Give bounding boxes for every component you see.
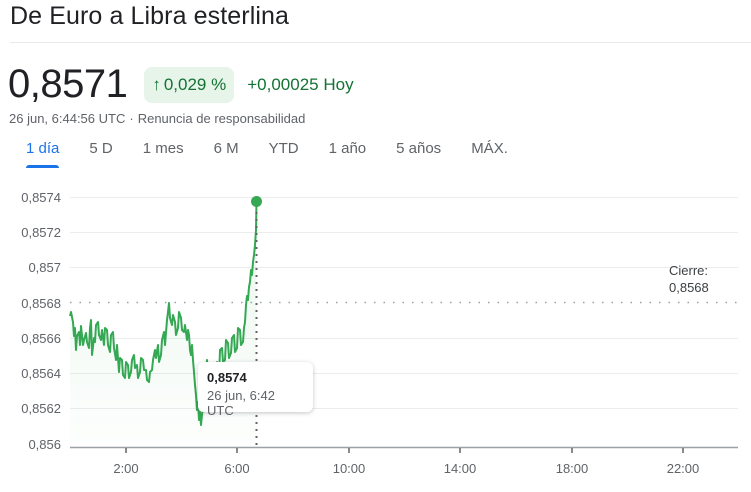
separator: · <box>129 111 134 126</box>
tab-ytd[interactable]: YTD <box>268 140 299 157</box>
change-percent-badge: ↑ 0,029 % <box>144 66 235 103</box>
y-tick-label: 0,8564 <box>21 366 61 381</box>
change-percent: 0,029 % <box>163 74 227 94</box>
change-absolute: +0,00025 Hoy <box>247 74 354 94</box>
y-tick-label: 0,856 <box>28 437 61 452</box>
tab-5-days[interactable]: 5 D <box>89 140 113 157</box>
header-divider <box>10 42 751 43</box>
y-tick-label: 0,8568 <box>21 296 61 311</box>
y-tick-label: 0,857 <box>28 260 61 275</box>
current-price: 0,8571 <box>8 62 128 106</box>
x-tick-label: 22:00 <box>666 461 700 476</box>
time-range-tabs: 1 día 5 D 1 mes 6 M YTD 1 año 5 años MÁX… <box>26 140 538 168</box>
y-tick-label: 0,8572 <box>21 225 61 240</box>
previous-close-value: 0,8568 <box>669 280 709 295</box>
disclaimer-link[interactable]: Renuncia de responsabilidad <box>137 111 306 126</box>
timestamp: 26 jun, 6:44:56 UTC <box>9 111 126 126</box>
quote-summary: 0,8571 ↑ 0,029 % +0,00025 Hoy <box>8 62 354 107</box>
y-tick-label: 0,8566 <box>21 331 61 346</box>
x-tick-label: 6:00 <box>224 461 250 476</box>
x-tick-label: 2:00 <box>113 461 139 476</box>
tab-max[interactable]: MÁX. <box>471 140 508 157</box>
tab-5-years[interactable]: 5 años <box>396 140 442 157</box>
price-line <box>69 200 258 426</box>
previous-close-title: Cierre: <box>669 263 709 278</box>
tab-1-day[interactable]: 1 día <box>26 140 60 168</box>
quote-meta: 26 jun, 6:44:56 UTC · Renuncia de responsa… <box>9 111 305 126</box>
x-tick-label: 10:00 <box>332 461 366 476</box>
x-tick-label: 18:00 <box>555 461 589 476</box>
arrow-up-icon: ↑ <box>152 74 161 94</box>
tooltip-value: 0,8574 <box>207 370 247 385</box>
highlight-point <box>251 196 262 207</box>
tab-1-year[interactable]: 1 año <box>328 140 367 157</box>
y-tick-label: 0,8574 <box>21 190 61 205</box>
chart-tooltip: 0,8574 26 jun, 6:42 UTC <box>198 362 313 418</box>
tab-1-month[interactable]: 1 mes <box>142 140 184 157</box>
previous-close-label: Cierre: 0,8568 <box>669 262 709 296</box>
y-tick-label: 0,8562 <box>21 401 61 416</box>
chart-area-fill <box>70 201 257 446</box>
tooltip-time: 26 jun, 6:42 UTC <box>207 388 275 418</box>
x-axis-ticks <box>125 448 684 453</box>
tab-6-months[interactable]: 6 M <box>213 140 239 157</box>
x-tick-label: 14:00 <box>443 461 477 476</box>
page-title: De Euro a Libra esterlina <box>10 2 290 30</box>
